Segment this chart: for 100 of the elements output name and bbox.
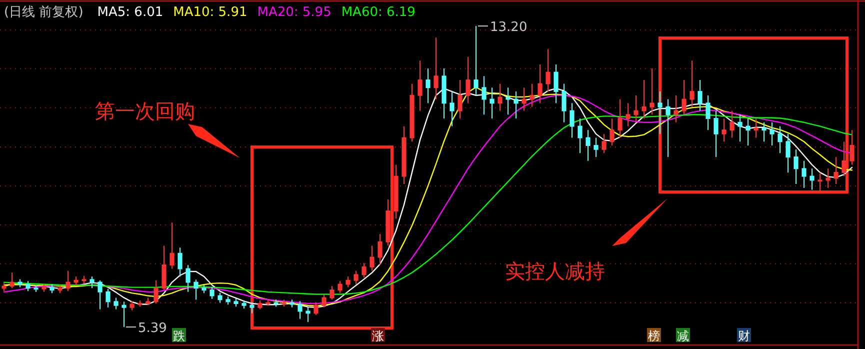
candlestick	[474, 26, 478, 96]
text: 榜	[648, 329, 660, 343]
chart-title: (日线 前复权)	[4, 5, 84, 20]
candlestick	[26, 280, 30, 292]
candlestick	[194, 279, 198, 300]
text: 减	[677, 329, 689, 343]
candlestick	[554, 64, 558, 104]
candlestick	[674, 94, 678, 123]
candlestick	[698, 79, 702, 112]
candlestick	[18, 278, 22, 288]
candlestick	[378, 234, 382, 266]
candlestick	[426, 68, 430, 104]
candlestick	[490, 87, 494, 119]
candlestick	[322, 294, 326, 308]
candlestick	[234, 298, 238, 308]
candlestick	[450, 91, 454, 127]
candlestick	[90, 276, 94, 289]
candlestick	[562, 83, 566, 123]
candlestick	[162, 245, 166, 290]
candlestick	[754, 118, 758, 138]
candlestick	[138, 300, 142, 308]
candlestick	[82, 275, 86, 284]
candlestick	[746, 118, 750, 146]
candlestick	[634, 94, 638, 123]
candlestick	[330, 286, 334, 300]
candlestick	[354, 270, 358, 285]
annotation: 13.20	[490, 20, 528, 35]
candlestick	[50, 284, 54, 294]
candlestick	[826, 168, 830, 188]
candlestick	[250, 302, 254, 314]
candlestick	[778, 126, 782, 154]
candlestick	[226, 296, 230, 306]
candlestick	[738, 114, 742, 142]
candlestick	[386, 198, 390, 246]
candlestick	[714, 110, 718, 158]
candlestick	[522, 87, 526, 112]
candlestick	[794, 148, 798, 185]
candlestick	[202, 284, 206, 294]
candlestick	[2, 282, 6, 292]
candlestick	[186, 264, 190, 292]
candlestick	[818, 172, 822, 192]
candlestick	[178, 247, 182, 278]
candlestick	[442, 68, 446, 119]
candlestick	[770, 122, 774, 146]
candlestick	[114, 297, 118, 310]
candlestick	[506, 87, 510, 116]
candlestick	[586, 130, 590, 162]
candlestick	[690, 60, 694, 108]
candlestick	[362, 262, 366, 278]
candlestick	[314, 302, 318, 316]
candlestick	[394, 164, 398, 220]
candlestick	[810, 168, 814, 190]
candlestick	[466, 56, 470, 104]
candlestick	[642, 79, 646, 119]
candlestick	[306, 306, 310, 322]
candlestick	[282, 299, 286, 308]
candlestick	[802, 160, 806, 188]
candlestick	[610, 118, 614, 146]
candlestick	[666, 98, 670, 158]
text: MA60: 6.19	[341, 5, 416, 20]
candlestick	[122, 301, 126, 328]
candlestick	[626, 102, 630, 127]
candlestick	[722, 118, 726, 142]
candlestick	[66, 270, 70, 292]
candlestick	[266, 299, 270, 306]
candlestick	[258, 300, 262, 310]
text: MA10: 5.91	[173, 5, 248, 20]
candlestick	[706, 94, 710, 131]
candlestick	[98, 280, 102, 310]
candlestick	[34, 284, 38, 292]
text: 财	[738, 329, 750, 343]
candlestick	[146, 297, 150, 306]
candlestick	[154, 280, 158, 304]
candlestick	[338, 280, 342, 294]
candlestick	[170, 222, 174, 270]
candlestick	[42, 284, 46, 292]
candlestick	[218, 292, 222, 304]
candlestick	[658, 91, 662, 134]
candlestick	[274, 299, 278, 308]
candlestick	[530, 83, 534, 108]
candlestick	[762, 122, 766, 142]
candlestick	[10, 272, 14, 289]
candlestick	[106, 288, 110, 308]
candlestick	[298, 300, 302, 320]
candlestick	[578, 118, 582, 154]
candlestick	[434, 37, 438, 100]
text: 跌	[173, 329, 185, 343]
candlestick	[482, 76, 486, 116]
candlestick	[650, 68, 654, 116]
candlestick	[594, 137, 598, 158]
annotation: 实控人减持	[505, 259, 605, 283]
candlestick	[498, 83, 502, 112]
candlestick	[546, 48, 550, 92]
text: 涨	[372, 329, 384, 343]
candlestick	[410, 83, 414, 142]
candlestick	[850, 130, 854, 166]
candlestick	[514, 91, 518, 119]
candlestick	[370, 245, 374, 272]
annotation: 5.39	[138, 321, 167, 336]
text: MA5: 6.01	[97, 5, 164, 20]
